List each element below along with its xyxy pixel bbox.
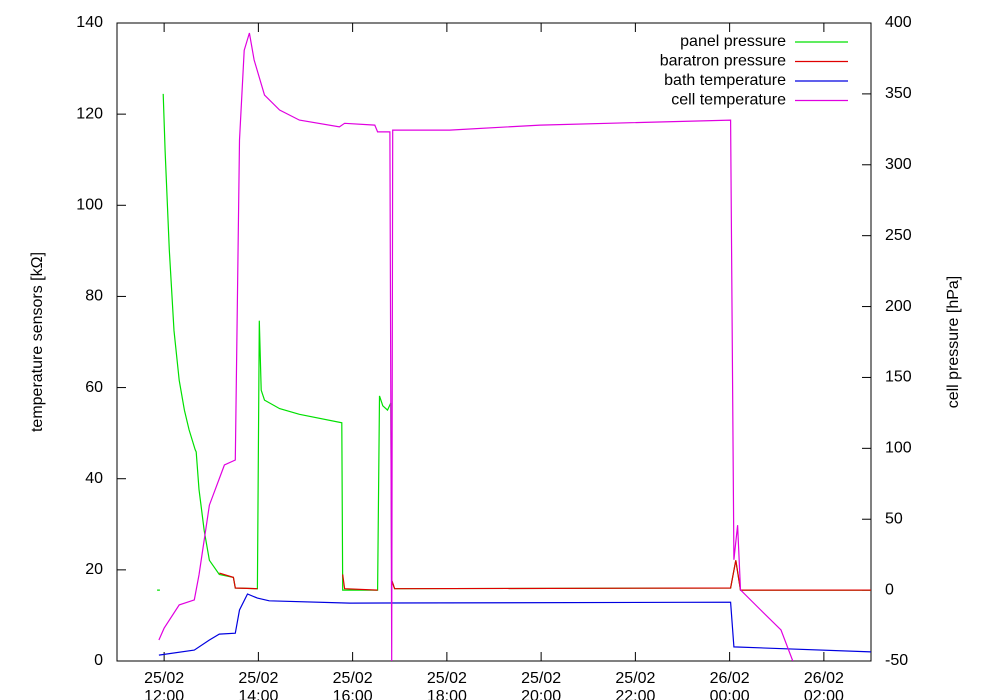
y2-tick-label: 150: [885, 369, 912, 386]
x-tick-label: 25/02 14:00: [238, 670, 278, 700]
y2-tick-label: 350: [885, 85, 912, 102]
y-tick-label: 80: [85, 288, 103, 305]
x-tick-label: 25/02 20:00: [521, 670, 561, 700]
y2-tick-label: 100: [885, 440, 912, 457]
legend-label: panel pressure: [680, 33, 786, 50]
x-tick-label: 25/02 22:00: [615, 670, 655, 700]
y2-tick-label: 400: [885, 14, 912, 31]
x-tick-label: 25/02 18:00: [427, 670, 467, 700]
y-tick-label: 120: [76, 105, 103, 122]
y2-axis-label: cell pressure [hPa]: [945, 276, 962, 409]
y-tick-label: 20: [85, 561, 103, 578]
plot-frame: [116, 22, 872, 662]
x-tick-label: 25/02 16:00: [333, 670, 373, 700]
legend-label: baratron pressure: [660, 53, 786, 70]
x-tick-label: 26/02 00:00: [710, 670, 750, 700]
x-tick-label: 26/02 02:00: [804, 670, 844, 700]
y2-tick-label: 250: [885, 227, 912, 244]
y-tick-label: 0: [94, 652, 103, 669]
y-tick-label: 40: [85, 470, 103, 487]
series-line: [158, 32, 794, 661]
y2-tick-label: 300: [885, 156, 912, 173]
series-line: [157, 93, 871, 591]
y-tick-label: 100: [76, 197, 103, 214]
y2-tick-label: -50: [885, 652, 908, 669]
legend-label: cell temperature: [671, 92, 786, 109]
y2-tick-label: 0: [885, 581, 894, 598]
series-line: [219, 560, 871, 591]
x-tick-label: 25/02 12:00: [144, 670, 184, 700]
legend-label: bath temperature: [664, 72, 786, 89]
y-axis-label: temperature sensors [kΩ]: [29, 252, 46, 432]
series-line: [158, 593, 871, 656]
y-tick-label: 140: [76, 14, 103, 31]
y2-tick-label: 50: [885, 510, 903, 527]
y-tick-label: 60: [85, 379, 103, 396]
y2-tick-label: 200: [885, 298, 912, 315]
